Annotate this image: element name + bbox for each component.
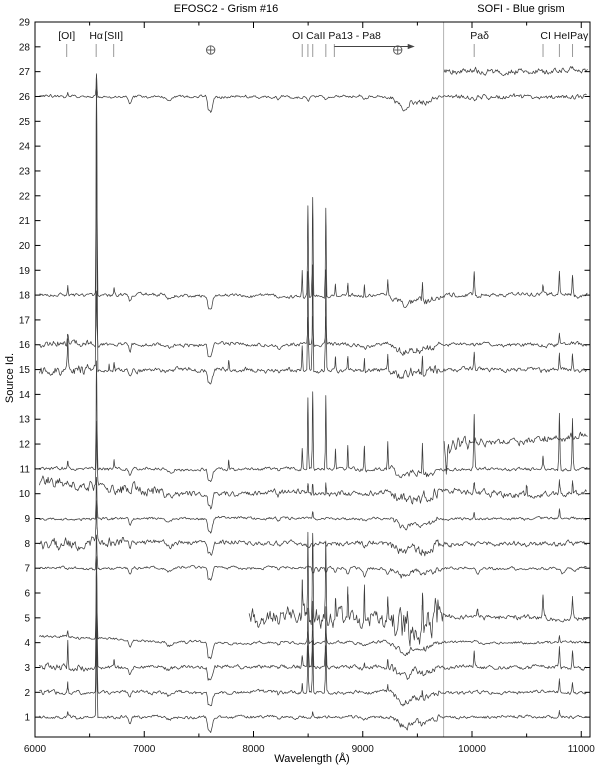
plot-frame — [34, 21, 591, 738]
y-tick-label: 5 — [24, 613, 30, 624]
spectrum-source-1 — [39, 623, 587, 733]
spectrum-source-8 — [39, 500, 587, 557]
y-tick-label: 22 — [19, 191, 31, 202]
y-tick-label: 1 — [24, 713, 30, 724]
spectrum-source-3 — [39, 556, 587, 681]
y-tick-label: 8 — [24, 539, 30, 550]
spectrum-source-4 — [39, 559, 587, 660]
y-tick-label: 16 — [19, 340, 31, 351]
marker-label: Paδ — [470, 30, 489, 42]
title-efosc2: EFOSC2 - Grism #16 — [173, 3, 279, 15]
y-tick-label: 25 — [19, 117, 31, 128]
x-tick-label: 10000 — [458, 744, 486, 755]
spectrum-source-7 — [39, 534, 587, 581]
y-tick-label: 2 — [24, 688, 30, 699]
y-tick-label: 23 — [19, 166, 31, 177]
x-tick-label: 6000 — [24, 744, 47, 755]
y-axis-label: Source Id. — [4, 352, 16, 404]
y-tick-label: 17 — [19, 315, 31, 326]
spectrum-source-2 — [39, 593, 587, 707]
y-tick-label: 10 — [19, 489, 31, 500]
y-tick-label: 24 — [19, 142, 31, 153]
marker-label: Hα — [89, 30, 103, 42]
spectrum-source-9 — [39, 476, 587, 534]
pa-range-arrowhead — [407, 43, 415, 50]
x-tick-label: 11000 — [568, 744, 596, 755]
y-tick-label: 6 — [24, 589, 30, 600]
spectrum-source-11 — [39, 360, 588, 482]
y-tick-label: 28 — [19, 42, 31, 53]
spectrum-source-12 — [443, 431, 588, 475]
x-tick-label: 7000 — [133, 744, 156, 755]
title-sofi: SOFI - Blue grism — [477, 3, 565, 15]
y-tick-label: 14 — [19, 390, 31, 401]
spectrum-source-5 — [248, 531, 588, 647]
y-tick-label: 7 — [24, 564, 30, 575]
y-tick-label: 21 — [19, 216, 31, 227]
spectrum-source-10 — [39, 420, 587, 510]
spectrum-source-15 — [39, 76, 587, 385]
y-tick-label: 15 — [19, 365, 31, 376]
x-axis-label: Wavelength (Å) — [274, 753, 350, 765]
y-tick-label: 18 — [19, 291, 31, 302]
y-tick-label: 29 — [19, 18, 31, 29]
marker-label: [SII] — [104, 30, 123, 42]
marker-label: [OI] — [58, 30, 75, 42]
y-tick-label: 11 — [20, 464, 31, 475]
spectrum-source-16 — [39, 290, 587, 358]
x-tick-label: 8000 — [242, 744, 265, 755]
spectrum-source-26 — [39, 74, 587, 113]
y-tick-label: 13 — [19, 415, 31, 426]
marker-label: OI CaII Pa13 - Pa8 — [292, 30, 381, 42]
y-tick-label: 26 — [19, 92, 31, 103]
spectrum-source-27 — [443, 66, 588, 77]
y-tick-label: 4 — [24, 638, 30, 649]
marker-label: CI HeIPaγ — [540, 30, 589, 42]
y-tick-label: 9 — [24, 514, 30, 525]
x-tick-label: 9000 — [352, 744, 375, 755]
y-tick-label: 27 — [19, 67, 31, 78]
y-tick-label: 20 — [19, 241, 31, 252]
y-tick-label: 12 — [19, 440, 31, 451]
y-tick-label: 19 — [19, 266, 31, 277]
y-tick-label: 3 — [24, 663, 30, 674]
spectrum-source-18 — [39, 73, 588, 310]
